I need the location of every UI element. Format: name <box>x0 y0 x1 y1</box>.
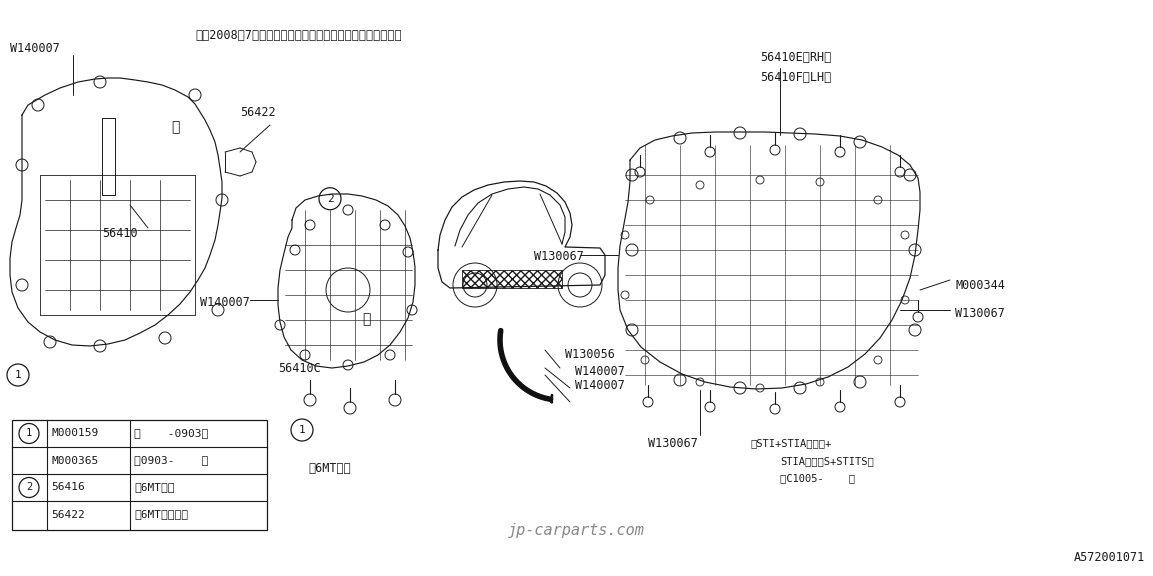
Text: 56410F〈LH〉: 56410F〈LH〉 <box>760 71 831 84</box>
Text: ＜    -0903＞: ＜ -0903＞ <box>134 429 209 438</box>
Text: W140007: W140007 <box>10 43 60 55</box>
Text: 〈6MT車〉: 〈6MT車〉 <box>308 461 351 475</box>
Text: W140007: W140007 <box>575 380 625 392</box>
FancyBboxPatch shape <box>12 420 267 530</box>
Text: W140007: W140007 <box>199 296 250 309</box>
Text: ※: ※ <box>171 120 179 134</box>
Text: 〈C1005-    〉: 〈C1005- 〉 <box>779 473 856 483</box>
Text: M000159: M000159 <box>51 429 98 438</box>
Text: W130056: W130056 <box>565 348 615 361</box>
Text: 注：2008年7月より、※印部分にもクリップを使用します。: 注：2008年7月より、※印部分にもクリップを使用します。 <box>195 29 401 42</box>
Text: 1: 1 <box>25 429 32 438</box>
Text: 56410: 56410 <box>101 227 137 240</box>
Text: 56410C: 56410C <box>278 362 321 375</box>
Text: 56410E〈RH〉: 56410E〈RH〉 <box>760 51 831 64</box>
Text: W130067: W130067 <box>955 308 1005 320</box>
Text: W130067: W130067 <box>534 250 583 263</box>
Text: STIAラインS+STITS〉: STIAラインS+STITS〉 <box>779 456 874 466</box>
Text: W130067: W130067 <box>648 437 698 450</box>
Text: ＜0903-    ＞: ＜0903- ＞ <box>134 456 209 465</box>
Text: 1: 1 <box>15 370 22 380</box>
Text: 2: 2 <box>326 194 333 204</box>
Text: 56422: 56422 <box>51 510 85 520</box>
Text: W140007: W140007 <box>575 365 625 378</box>
Text: jp-carparts.com: jp-carparts.com <box>508 522 645 537</box>
Text: 2: 2 <box>25 483 32 492</box>
Text: 56416: 56416 <box>51 483 85 492</box>
Text: ※: ※ <box>362 313 370 327</box>
Text: 56422: 56422 <box>240 106 276 119</box>
Text: ＜6MT車＞: ＜6MT車＞ <box>134 483 174 492</box>
Text: M000365: M000365 <box>51 456 98 465</box>
Text: 1: 1 <box>299 425 306 435</box>
Text: ＜6MT車以外＞: ＜6MT車以外＞ <box>134 510 188 520</box>
Text: 〈STI+STIAライン+: 〈STI+STIAライン+ <box>749 438 831 449</box>
Text: M000344: M000344 <box>955 279 1005 291</box>
Text: A572001071: A572001071 <box>1073 551 1145 564</box>
